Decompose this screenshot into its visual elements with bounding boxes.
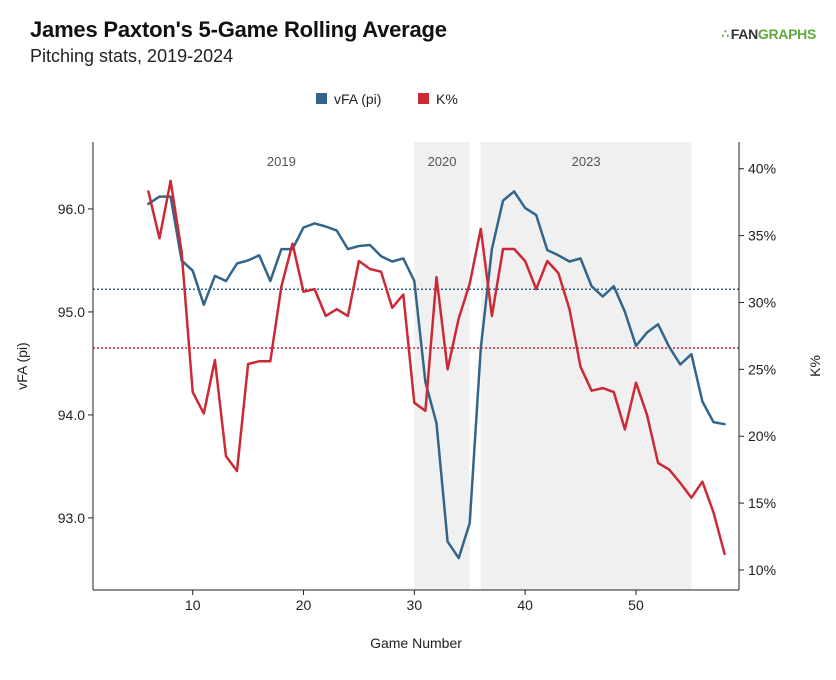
shaded-region-2023 [480,142,692,590]
y-right-tick-label: 35% [748,228,776,244]
shaded-regions [414,142,692,590]
y-right-tick-label: 15% [748,495,776,511]
x-tick-label: 40 [517,597,533,613]
fangraphs-logo: ∴ FAN GRAPHS [721,26,816,42]
y-right-tick-label: 20% [748,428,776,444]
y-right-tick-label: 10% [748,562,776,578]
y-left-tick-label: 93.0 [58,510,85,526]
region-label-2023: 2023 [572,154,601,169]
axes: 10 20 30 40 50 93.0 94.0 95.0 96.0 10% 15% 20% 25% 30… [58,142,776,613]
region-labels: 2019 2020 2023 [267,154,601,169]
region-label-2020: 2020 [428,154,457,169]
logo-graphs-text: GRAPHS [757,26,816,42]
y-right-tick-label: 40% [748,161,776,177]
y-axis-left-label: vFA (pi) [14,342,30,389]
legend-swatch-k-pct [418,93,429,104]
series-lines [147,179,726,560]
x-tick-label: 50 [628,597,644,613]
y-left-tick-label: 94.0 [58,407,85,423]
legend: vFA (pi) K% [316,91,458,107]
legend-label-vfa: vFA (pi) [334,91,381,107]
y-axis-right-label: K% [807,355,823,377]
y-left-tick-label: 96.0 [58,201,85,217]
region-label-2019: 2019 [267,154,296,169]
x-tick-label: 10 [185,597,201,613]
chart-subtitle: Pitching stats, 2019-2024 [30,46,234,66]
y-left-tick-label: 95.0 [58,304,85,320]
chart-title: James Paxton's 5-Game Rolling Average [30,17,447,42]
x-tick-label: 20 [296,597,312,613]
x-axis-label: Game Number [370,635,462,651]
legend-label-k-pct: K% [436,91,458,107]
series-line-k-pct [147,179,726,556]
legend-swatch-vfa [316,93,327,104]
logo-fan-text: FAN [730,26,758,42]
series-line-vfa [147,190,726,560]
y-right-tick-label: 25% [748,361,776,377]
fangraphs-mark-icon: ∴ [721,27,729,41]
y-right-tick-label: 30% [748,294,776,310]
x-tick-label: 30 [407,597,423,613]
